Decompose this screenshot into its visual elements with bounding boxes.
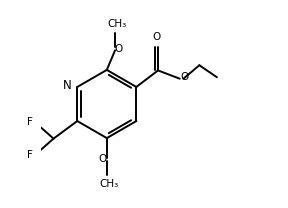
Text: F: F	[27, 117, 33, 127]
Text: CH₃: CH₃	[107, 19, 127, 29]
Text: O: O	[98, 154, 106, 164]
Text: N: N	[63, 79, 72, 92]
Text: O: O	[180, 72, 188, 82]
Text: O: O	[153, 32, 161, 42]
Text: F: F	[27, 150, 33, 160]
Text: O: O	[115, 44, 123, 54]
Text: CH₃: CH₃	[99, 179, 118, 189]
